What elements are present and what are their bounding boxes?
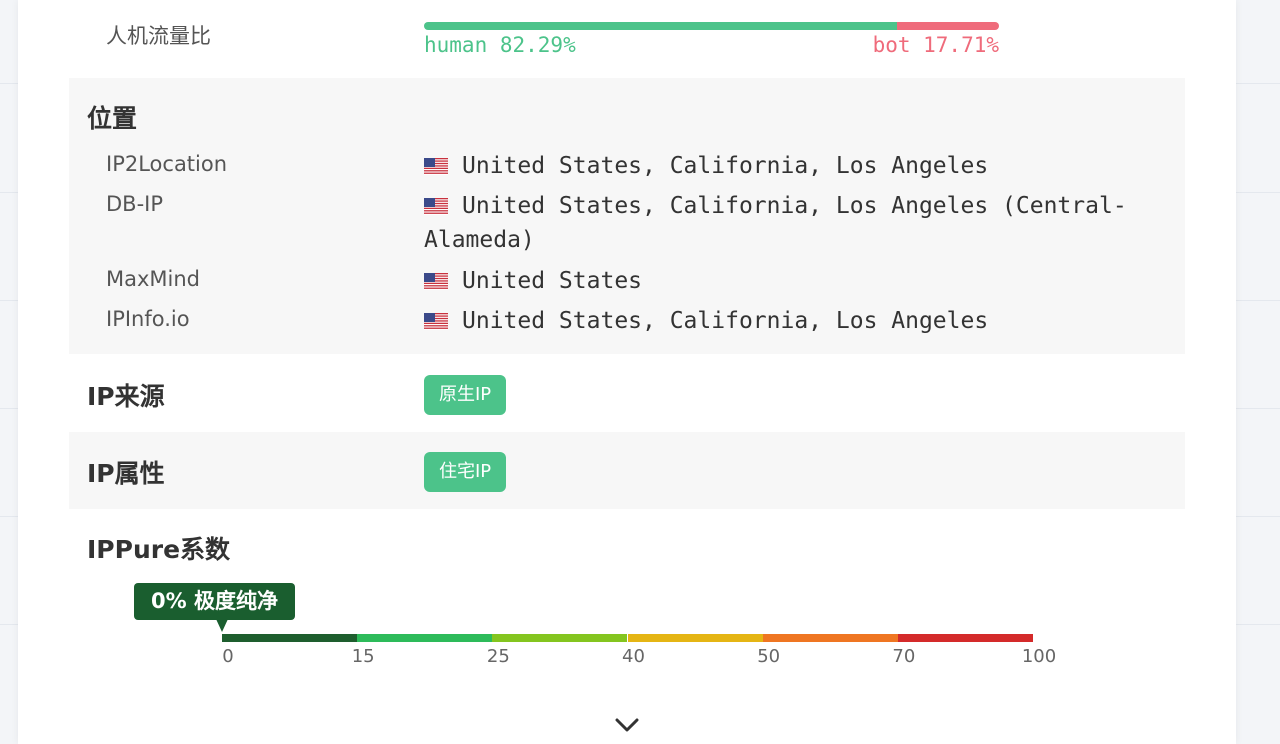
location-source: IPInfo.io xyxy=(106,307,190,331)
flag-us xyxy=(424,158,448,175)
flag-us xyxy=(424,313,448,330)
location-panel xyxy=(69,78,1185,354)
ippure-label: IPPure系数 xyxy=(87,535,231,564)
bot-bar xyxy=(897,22,999,30)
scale-tick-label: 70 xyxy=(892,646,916,667)
chevron-icon xyxy=(615,718,639,732)
scale-segment xyxy=(762,634,898,642)
scale-segment xyxy=(222,634,358,642)
bg-line xyxy=(1236,300,1280,301)
scale-tick-label: 0 xyxy=(222,646,234,667)
ip-type-tag: 住宅IP xyxy=(424,452,507,492)
location-source: DB-IP xyxy=(106,192,164,216)
scale-segment xyxy=(492,634,628,642)
score-badge: 0% 极度纯净 xyxy=(134,583,295,620)
scale-segment xyxy=(627,634,763,642)
scale-segment xyxy=(357,634,493,642)
location-source: MaxMind xyxy=(106,267,201,291)
bg-line xyxy=(1236,516,1280,517)
human-label: human 82.29% xyxy=(424,33,576,57)
scale-segment xyxy=(897,634,1033,642)
traffic-bar xyxy=(424,22,999,30)
location-title: 位置 xyxy=(87,104,138,133)
bg-line xyxy=(1236,83,1280,84)
ip-source-tag: 原生IP xyxy=(424,375,507,415)
location-value: United States, California, Los Angeles xyxy=(424,149,1164,183)
scale-tick-label: 100 xyxy=(1021,646,1057,667)
location-value: United States, California, Los Angeles (… xyxy=(424,189,1164,257)
flag-us xyxy=(424,273,448,290)
human-bar xyxy=(424,22,898,30)
location-value: United States, California, Los Angeles xyxy=(424,304,1164,338)
ip-type-label: IP属性 xyxy=(87,459,165,488)
bg-line xyxy=(0,624,18,625)
scale-tick-label: 50 xyxy=(757,646,781,667)
expand-chevron[interactable] xyxy=(614,716,640,734)
card: 人机流量比 human 82.29% bot 17.71% 位置 IP来源 原生… xyxy=(18,0,1236,744)
bg-line xyxy=(1236,408,1280,409)
scale-tick-label: 25 xyxy=(486,646,510,667)
bot-label: bot 17.71% xyxy=(872,33,999,57)
scale-tick-label: 15 xyxy=(351,646,375,667)
location-text: United States, California, Los Angeles (… xyxy=(424,193,1127,253)
bg-line xyxy=(0,300,18,301)
location-text: United States xyxy=(462,268,643,294)
bg-line xyxy=(0,83,18,84)
bg-line xyxy=(0,408,18,409)
flag-us xyxy=(424,198,448,215)
ip-source-label: IP来源 xyxy=(87,382,165,411)
score-pointer xyxy=(216,619,228,632)
location-source: IP2Location xyxy=(106,152,228,176)
bg-line xyxy=(0,516,18,517)
location-value: United States xyxy=(424,264,1164,298)
location-text: United States, California, Los Angeles xyxy=(462,153,989,179)
scale-tick-label: 40 xyxy=(622,646,645,667)
bg-line xyxy=(1236,624,1280,625)
bg-line xyxy=(1236,192,1280,193)
bg-line xyxy=(0,192,18,193)
location-text: United States, California, Los Angeles xyxy=(462,308,989,334)
traffic-label: 人机流量比 xyxy=(106,24,211,48)
ip-type-panel xyxy=(69,432,1185,509)
